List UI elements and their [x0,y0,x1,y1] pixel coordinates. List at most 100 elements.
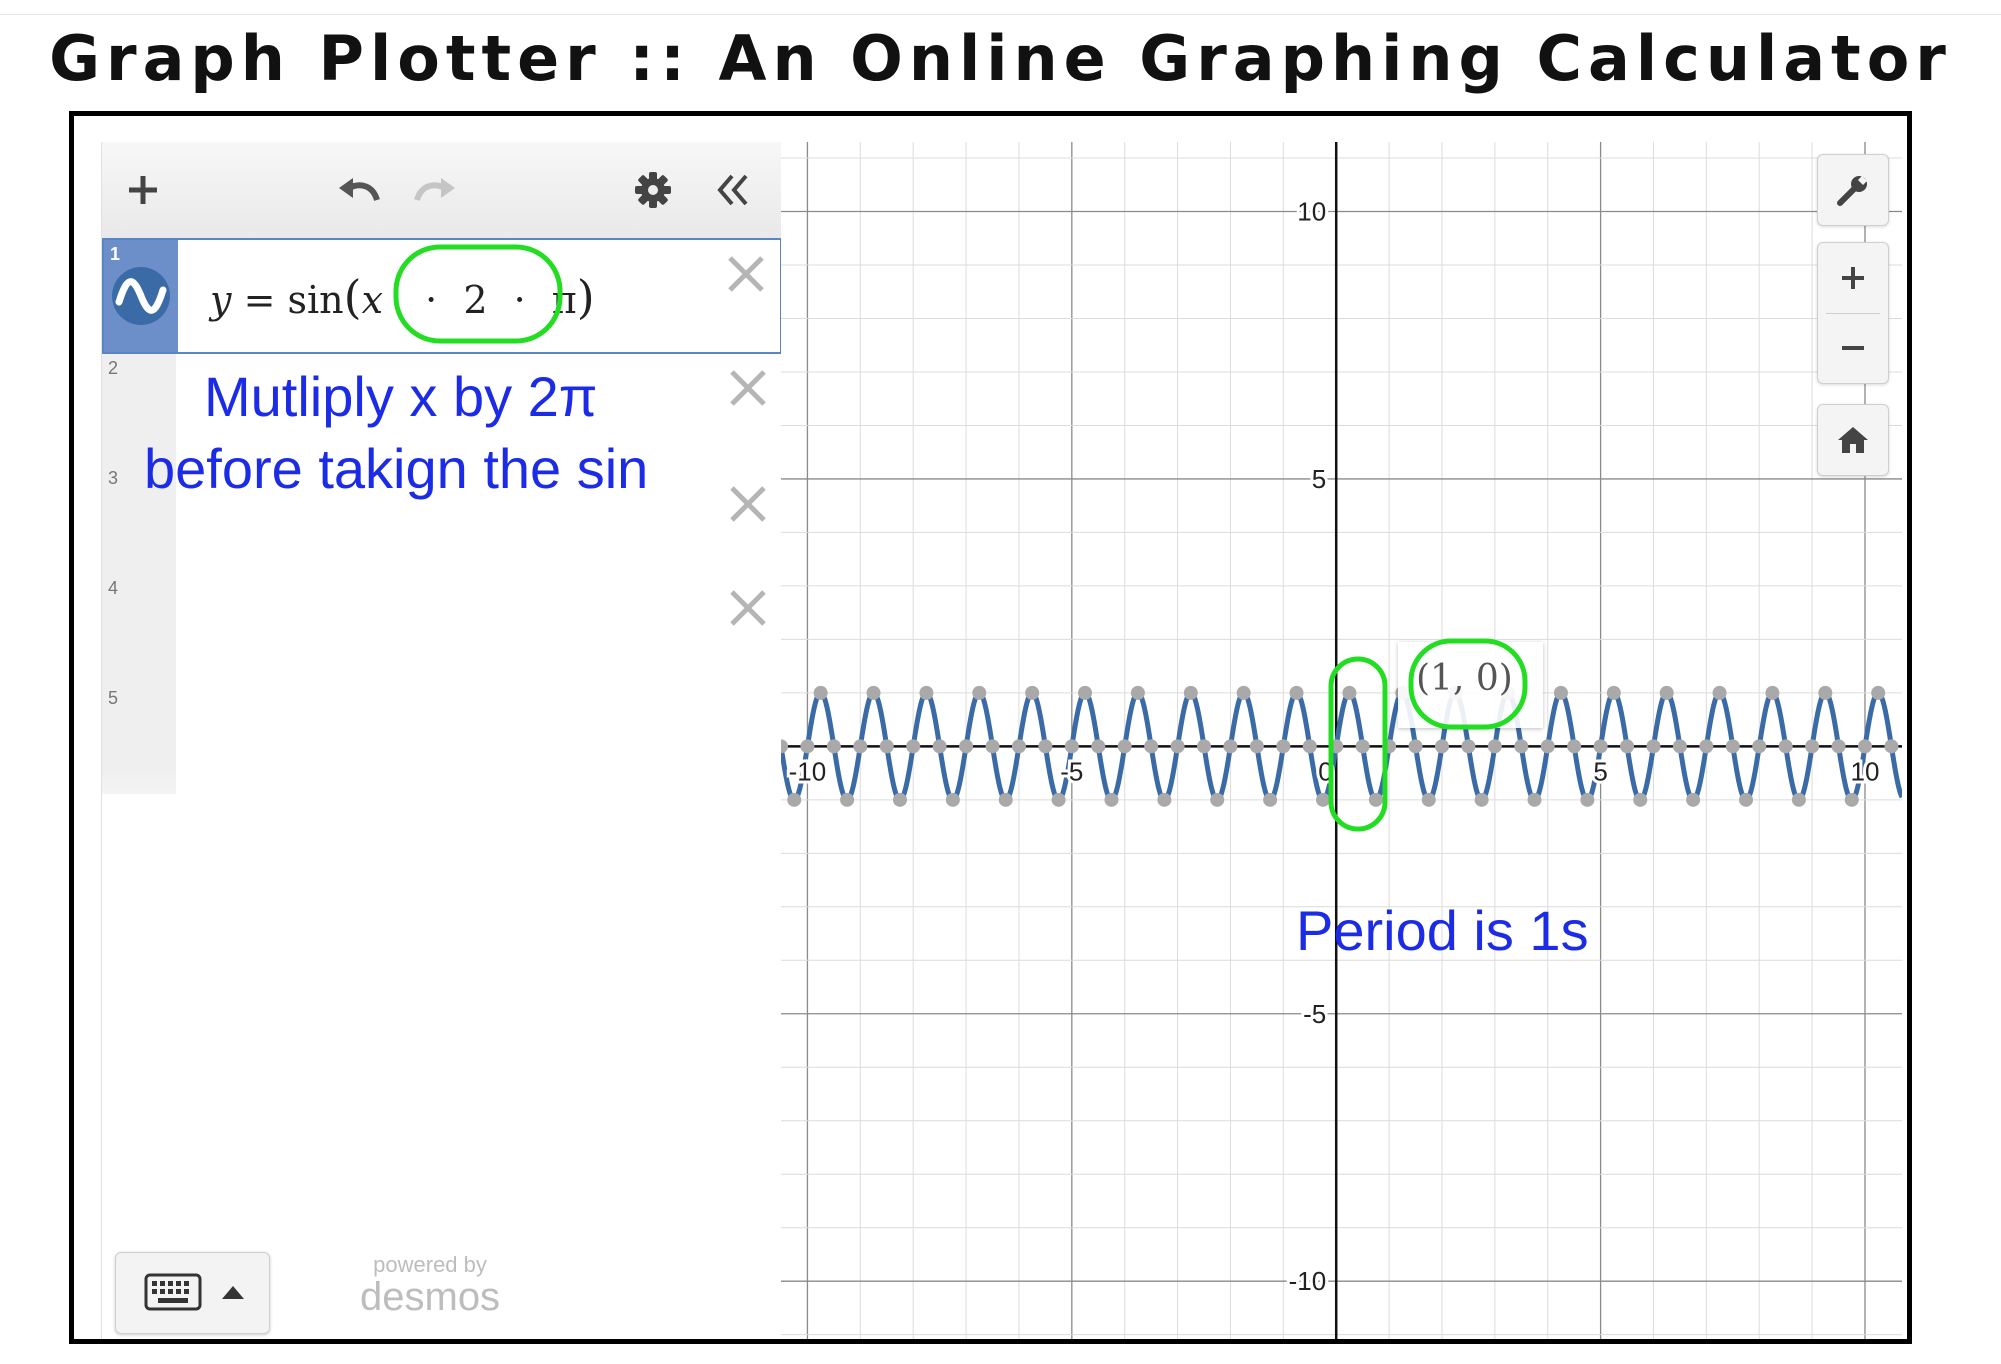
point-of-interest [1487,739,1502,754]
math-paren: ) [576,270,595,324]
point-of-interest [1236,685,1251,700]
point-of-interest [1249,739,1264,754]
delete-expression-icon[interactable] [726,366,770,410]
point-of-interest [1289,685,1304,700]
point-of-interest [787,792,802,807]
math-function: sin [287,278,344,322]
point-of-interest [1580,792,1595,807]
keyboard-icon [144,1273,202,1311]
point-of-interest [879,739,894,754]
point-highlight-oval [1408,638,1528,730]
x-tick-label: -5 [1060,756,1083,786]
expression-panel: 1 y = sin(x · 2 · π) 2 [101,142,783,1339]
point-of-interest [1421,792,1436,807]
point-of-interest [800,739,815,754]
point-of-interest [1078,685,1093,700]
delete-expression-icon[interactable] [724,252,768,296]
redo-icon [414,178,455,202]
point-of-interest [1659,685,1674,700]
annotation-multiply: Mutliply x by 2π [204,365,598,428]
point-of-interest [906,739,921,754]
point-of-interest [1025,685,1040,700]
point-of-interest [1844,792,1859,807]
delete-expression-icon[interactable] [726,586,770,630]
highlight-oval [393,244,563,344]
zoom-divider [1826,313,1880,314]
expression-gutter: 1 [104,240,178,352]
graph-color-icon[interactable] [111,266,171,326]
plus-icon [1842,267,1864,289]
point-of-interest [781,739,788,754]
point-of-interest [1672,739,1687,754]
point-of-interest [1064,739,1079,754]
delete-expression-icon[interactable] [726,482,770,526]
home-button[interactable] [1818,405,1888,475]
point-of-interest [1170,739,1185,754]
expression-row[interactable]: 3 [102,464,782,575]
point-of-interest [1051,792,1066,807]
math-paren: ( [343,270,362,324]
wrench-icon [1837,176,1867,206]
point-coordinates: (1, 0) [1416,658,1513,699]
y-tick-label: 10 [1297,197,1326,227]
point-of-interest [1368,792,1383,807]
powered-by-text: powered by [373,1252,487,1277]
graph-settings-button-inner[interactable] [1818,155,1888,225]
point-of-interest [1884,739,1899,754]
point-of-interest [813,685,828,700]
point-of-interest [1712,685,1727,700]
expression-index: 2 [108,358,119,378]
point-of-interest [1342,685,1357,700]
redo-button[interactable] [405,160,465,220]
point-of-interest [1183,685,1198,700]
point-of-interest [1434,739,1449,754]
expression-row[interactable]: 1 y = sin(x · 2 · π) [102,238,782,354]
point-of-interest [1567,739,1582,754]
expression-gutter: 4 [102,574,176,684]
point-of-interest [853,739,868,754]
collapse-panel-button[interactable] [702,160,762,220]
expression-row[interactable]: 4 [102,574,782,685]
point-of-interest [1553,685,1568,700]
point-of-interest [1765,685,1780,700]
point-of-interest [1593,739,1608,754]
math-dot: · [513,278,526,322]
undo-icon [339,178,380,202]
default-viewport-button[interactable] [1817,404,1889,476]
point-of-interest [998,792,1013,807]
x-tick-label: -10 [789,756,827,786]
point-of-interest [1818,685,1833,700]
point-of-interest [1686,792,1701,807]
graph-paper[interactable]: -10 -5 0 5 10 -10 -5 5 10 (1, 0) Period is 1s [781,142,1902,1340]
point-of-interest [1620,739,1635,754]
point-of-interest [1752,739,1767,754]
point-of-interest [1117,739,1132,754]
point-of-interest [1791,792,1806,807]
point-label[interactable]: (1, 0) [1398,638,1543,730]
graph-settings-button[interactable] [1817,154,1889,226]
add-item-button[interactable] [113,160,173,220]
point-of-interest [959,739,974,754]
point-of-interest [919,685,934,700]
expression-row[interactable]: 2 [102,354,782,465]
point-of-interest [1857,739,1872,754]
zoom-out-button[interactable] [1818,313,1888,383]
settings-button[interactable] [623,160,683,220]
point-of-interest [1461,739,1476,754]
point-of-interest [1540,739,1555,754]
keypad-toggle-button[interactable] [115,1252,270,1334]
powered-by-logo[interactable]: powered by desmos [360,1252,500,1317]
undo-button[interactable] [329,160,389,220]
home-icon [1838,427,1868,453]
point-of-interest [892,792,907,807]
annotation-period: Period is 1s [1296,899,1589,962]
point-of-interest [1276,739,1291,754]
point-of-interest [1527,792,1542,807]
zoom-in-button[interactable] [1818,243,1888,313]
point-of-interest [1315,792,1330,807]
expression-math[interactable]: y = sin(x · 2 · π) [210,270,595,324]
math-two: 2 [463,278,488,322]
point-of-interest [1725,739,1740,754]
gear-icon [635,172,671,208]
